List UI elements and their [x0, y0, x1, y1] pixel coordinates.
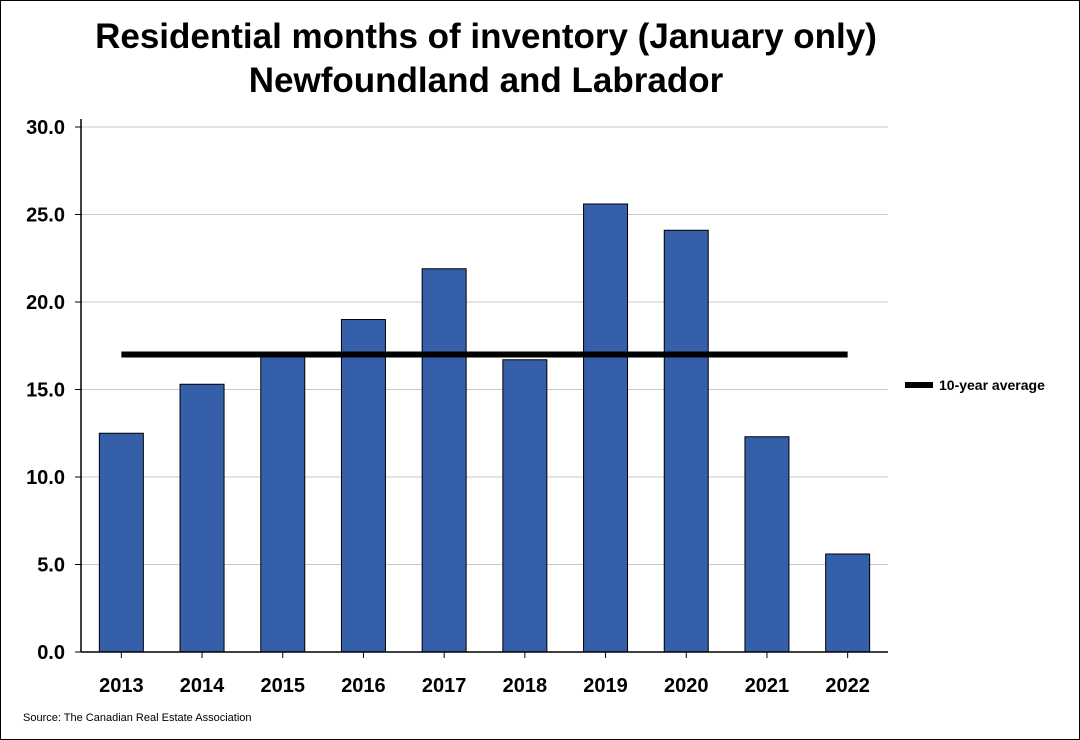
chart-title-block: Residential months of inventory (January…	[1, 15, 971, 103]
y-tick-label: 0.0	[37, 642, 65, 664]
x-tick-label: 2014	[180, 675, 225, 697]
chart-subtitle: Newfoundland and Labrador	[248, 61, 724, 100]
source-note: Source: The Canadian Real Estate Associa…	[23, 712, 252, 724]
bar	[825, 553, 871, 653]
y-tick-label: 15.0	[26, 380, 65, 402]
bar	[421, 268, 467, 653]
x-tick-label: 2021	[745, 675, 790, 697]
x-tick-label: 2016	[341, 675, 386, 697]
y-tick-label: 30.0	[26, 117, 65, 139]
x-tick-label: 2015	[261, 675, 306, 697]
bar	[98, 432, 144, 653]
y-tick-label: 25.0	[26, 205, 65, 227]
bar	[744, 436, 790, 653]
legend-label: 10-year average	[939, 377, 1045, 393]
y-tick-label: 5.0	[37, 555, 65, 577]
bar	[502, 359, 548, 653]
x-tick-label: 2020	[664, 675, 709, 697]
x-tick-label: 2018	[503, 675, 548, 697]
bar	[663, 229, 709, 653]
bar	[179, 383, 225, 653]
bar	[340, 319, 386, 653]
bar	[583, 203, 629, 653]
x-tick-label: 2022	[825, 675, 870, 697]
bar	[260, 354, 306, 653]
chart-title: Residential months of inventory (January…	[95, 17, 877, 56]
x-tick-label: 2013	[99, 675, 144, 697]
y-tick-label: 10.0	[26, 467, 65, 489]
y-tick-label: 20.0	[26, 292, 65, 314]
x-tick-label: 2019	[583, 675, 628, 697]
x-tick-label: 2017	[422, 675, 467, 697]
